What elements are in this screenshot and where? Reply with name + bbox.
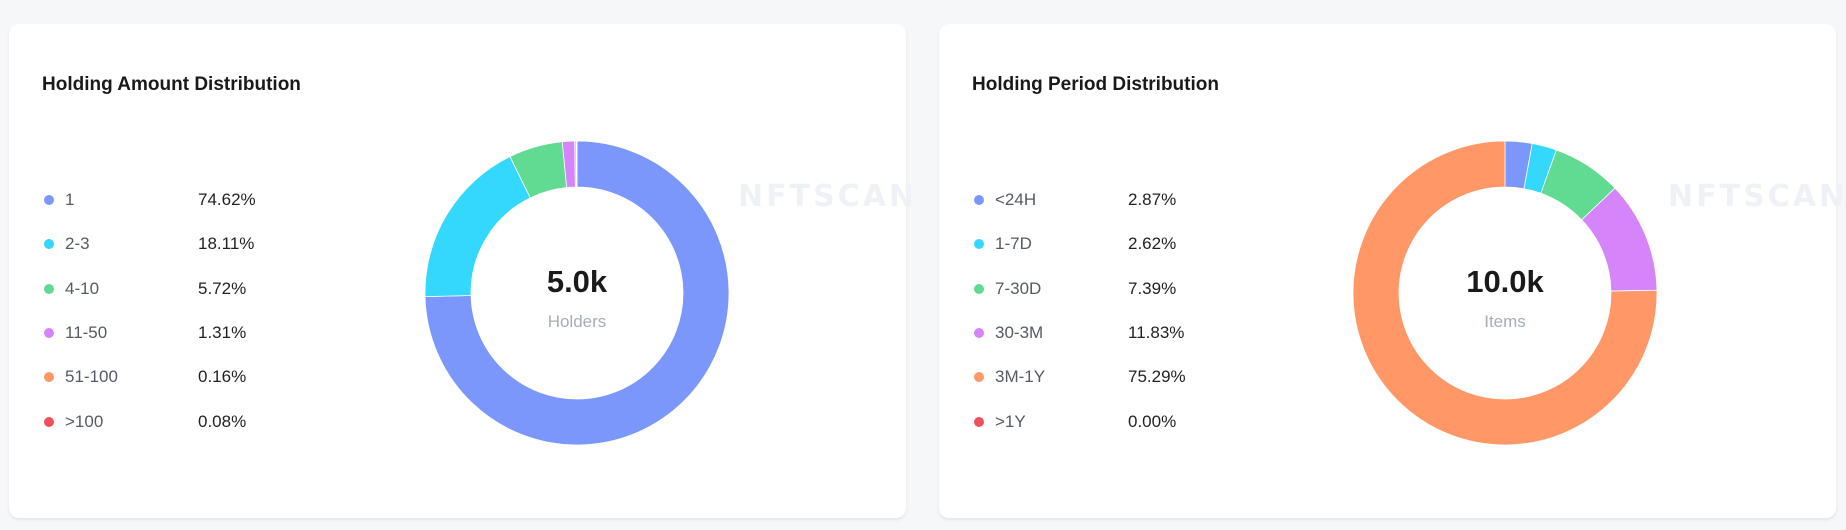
legend-item[interactable]: 1 74.62% [42, 178, 256, 222]
legend-label: 3M-1Y [995, 367, 1046, 387]
legend-percent: 5.72% [198, 278, 247, 298]
holding-amount-card: Holding Amount Distribution 1 74.62% 2-3… [9, 24, 914, 518]
center-label: Items [1484, 312, 1526, 331]
legend-item[interactable]: 1-7D 2.62% [972, 222, 1186, 266]
donut-slice-3M-1Y[interactable] [1352, 140, 1658, 446]
legend-label: 11-50 [65, 323, 108, 343]
legend-label: <24H [995, 190, 1037, 210]
legend-percent: 0.16% [198, 367, 247, 387]
legend-percent: 0.08% [198, 411, 247, 431]
nftscan-watermark: NFTSCAN [1668, 179, 1846, 214]
legend-dot [44, 328, 54, 339]
legend-item[interactable]: 4-10 5.72% [42, 267, 256, 311]
legend-dot [974, 283, 984, 294]
donut-chart [1352, 140, 1658, 446]
legend-item[interactable]: <24H 2.87% [972, 178, 1186, 222]
legend-item[interactable]: 3M-1Y 75.29% [972, 355, 1186, 399]
center-value: 5.0k [546, 264, 608, 299]
center-value: 10.0k [1466, 264, 1544, 299]
legend-percent: 74.62% [198, 190, 256, 210]
legend-percent: 1.31% [198, 323, 247, 343]
legend-dot [974, 195, 984, 206]
legend-item[interactable]: 51-100 0.16% [42, 355, 256, 399]
legend-label: 30-3M [995, 323, 1044, 343]
legend-label: 1 [65, 190, 75, 210]
card-title: Holding Amount Distribution [42, 74, 301, 95]
legend-label: 1-7D [995, 234, 1032, 254]
legend-item[interactable]: 7-30D 7.39% [972, 267, 1186, 311]
legend-dot [44, 283, 54, 294]
legend-item[interactable]: >1Y 0.00% [972, 399, 1186, 443]
legend: 1 74.62% 2-3 18.11% 4-10 5.72% 11-50 1.3… [42, 178, 256, 444]
card-title: Holding Period Distribution [972, 74, 1219, 95]
legend-percent: 11.83% [1128, 323, 1185, 343]
legend-dot [44, 239, 54, 250]
nftscan-watermark: NFTSCAN [738, 179, 918, 214]
legend-dot [974, 239, 984, 250]
legend-dot [974, 328, 984, 339]
legend-dot [974, 416, 984, 427]
legend-percent: 7.39% [1128, 278, 1177, 298]
legend-label: >1Y [995, 411, 1026, 431]
legend-label: 4-10 [65, 278, 100, 298]
legend-label: 51-100 [65, 367, 118, 387]
legend-percent: 18.11% [198, 234, 255, 254]
legend-label: 2-3 [65, 234, 90, 254]
center-label: Holders [547, 312, 607, 331]
legend-dot [44, 416, 54, 427]
legend-percent: 75.29% [1128, 367, 1186, 387]
legend-item[interactable]: 30-3M 11.83% [972, 311, 1186, 355]
legend-dot [44, 372, 54, 383]
legend-percent: 0.00% [1128, 411, 1177, 431]
legend-item[interactable]: 2-3 18.11% [42, 222, 256, 266]
legend-percent: 2.87% [1128, 190, 1177, 210]
legend: <24H 2.87% 1-7D 2.62% 7-30D 7.39% 30-3M … [972, 178, 1186, 444]
holding-period-card: Holding Period Distribution <24H 2.87% 1… [939, 24, 1844, 518]
legend-dot [974, 372, 984, 383]
legend-item[interactable]: >100 0.08% [42, 399, 256, 443]
donut-slice-1[interactable] [424, 140, 730, 446]
legend-percent: 2.62% [1128, 234, 1177, 254]
legend-dot [44, 195, 54, 206]
legend-label: >100 [65, 411, 104, 431]
donut-slice->100[interactable] [575, 140, 578, 188]
legend-item[interactable]: 11-50 1.31% [42, 311, 256, 355]
donut-chart [424, 140, 730, 446]
legend-label: 7-30D [995, 278, 1042, 298]
